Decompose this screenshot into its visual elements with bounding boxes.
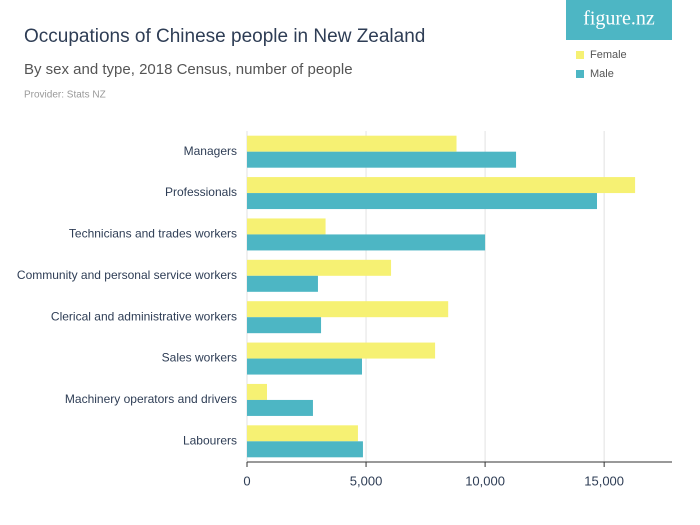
bar bbox=[247, 399, 313, 416]
x-tick-label: 0 bbox=[243, 473, 250, 488]
y-tick-label: Sales workers bbox=[162, 351, 237, 365]
chart-subtitle: By sex and type, 2018 Census, number of … bbox=[24, 61, 353, 78]
legend-label: Female bbox=[590, 49, 627, 61]
y-tick-label: Technicians and trades workers bbox=[69, 227, 237, 241]
x-tick-label: 5,000 bbox=[350, 473, 383, 488]
logo: figure.nz bbox=[583, 8, 655, 30]
bar bbox=[247, 425, 358, 442]
bar bbox=[247, 275, 318, 292]
bar bbox=[247, 151, 517, 168]
legend-swatch bbox=[576, 51, 584, 59]
chart-title: Occupations of Chinese people in New Zea… bbox=[24, 26, 425, 47]
bar bbox=[247, 193, 597, 210]
bar bbox=[247, 317, 322, 334]
bar bbox=[247, 177, 636, 194]
bar bbox=[247, 301, 449, 318]
bar bbox=[247, 358, 362, 375]
y-tick-label: Professionals bbox=[165, 185, 237, 199]
y-tick-label: Machinery operators and drivers bbox=[65, 392, 237, 406]
y-tick-label: Community and personal service workers bbox=[17, 268, 237, 282]
y-tick-label: Managers bbox=[184, 144, 237, 158]
y-tick-label: Clerical and administrative workers bbox=[51, 309, 237, 323]
bar bbox=[247, 135, 457, 152]
y-tick-label: Labourers bbox=[183, 433, 237, 447]
bar bbox=[247, 383, 267, 400]
bar bbox=[247, 259, 392, 276]
bar bbox=[247, 218, 326, 235]
x-tick-label: 15,000 bbox=[584, 473, 624, 488]
logo-box bbox=[566, 0, 672, 40]
bar bbox=[247, 342, 436, 359]
legend-label: Male bbox=[590, 68, 614, 80]
bar bbox=[247, 441, 363, 458]
x-tick-label: 10,000 bbox=[465, 473, 505, 488]
provider: Provider: Stats NZ bbox=[24, 90, 106, 101]
legend-swatch bbox=[576, 70, 584, 78]
bar bbox=[247, 234, 486, 251]
